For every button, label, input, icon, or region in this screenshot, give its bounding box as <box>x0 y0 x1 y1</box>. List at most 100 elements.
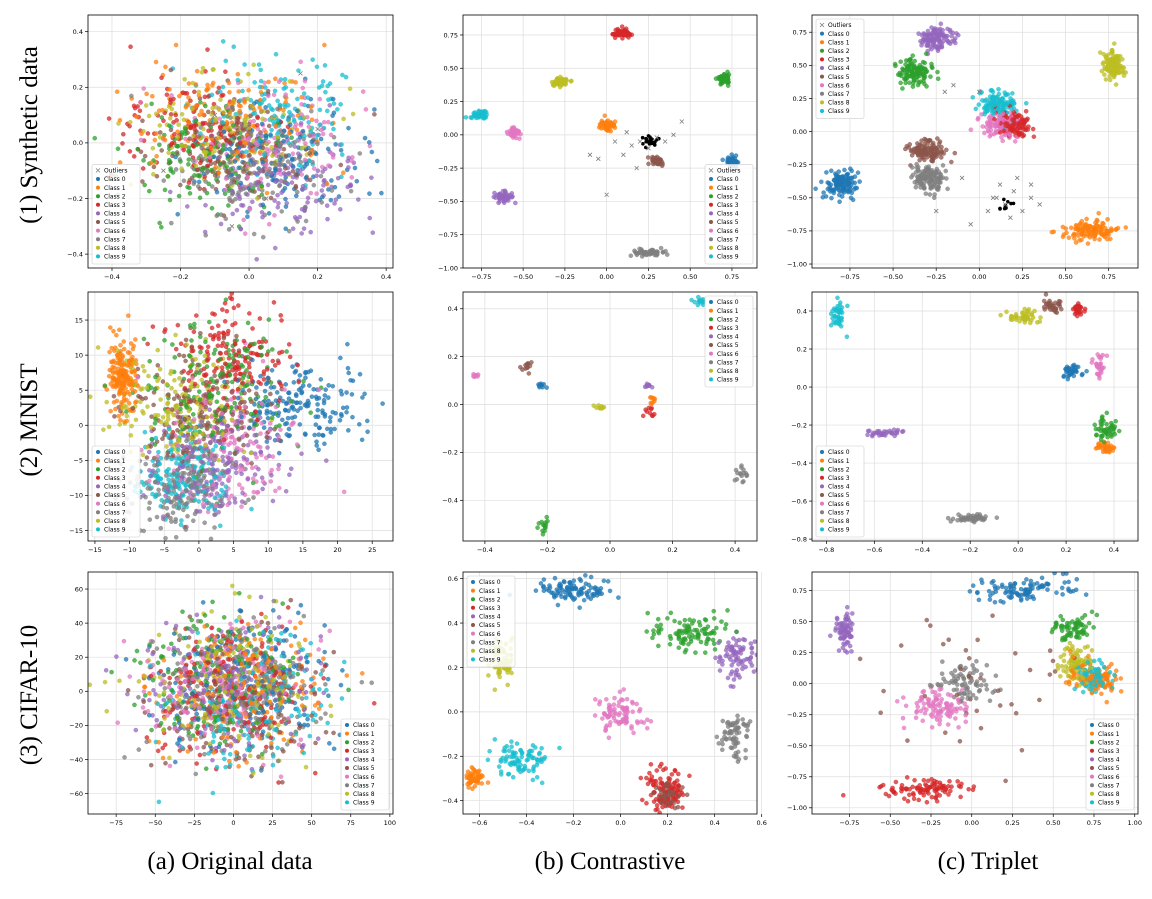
point-class-4 <box>509 191 515 196</box>
point-class-8 <box>299 145 305 151</box>
point-class-1 <box>309 147 315 153</box>
point-class-0 <box>330 383 336 389</box>
point-class-7 <box>143 461 148 467</box>
point-class-2 <box>170 342 175 347</box>
point-class-3 <box>1031 134 1037 139</box>
point-class-7 <box>309 108 314 114</box>
point-class-9 <box>471 110 477 116</box>
point-class-2 <box>198 334 203 340</box>
plot-frame <box>462 14 758 269</box>
point-class-1 <box>208 145 214 151</box>
point-class-6 <box>138 99 143 105</box>
x-tick-label: −0.25 <box>926 273 946 281</box>
point-class-3 <box>161 118 166 123</box>
outlier-point <box>315 126 320 132</box>
point-class-5 <box>645 155 651 160</box>
y-tick-label: 0.75 <box>793 29 807 37</box>
point-class-8 <box>158 397 163 402</box>
outlier-point <box>604 192 609 198</box>
point-class-0 <box>291 380 297 385</box>
point-class-8 <box>204 141 209 147</box>
point-class-6 <box>251 118 257 124</box>
point-class-9 <box>343 74 349 80</box>
point-class-0 <box>283 204 289 209</box>
point-class-4 <box>230 211 235 217</box>
point-class-9 <box>331 126 336 132</box>
point-class-3 <box>192 89 197 95</box>
point-class-2 <box>259 183 264 189</box>
point-class-2 <box>725 69 730 75</box>
point-class-6 <box>330 155 336 160</box>
point-class-7 <box>927 192 933 197</box>
point-class-7 <box>147 500 152 505</box>
point-class-8 <box>275 134 281 140</box>
point-class-2 <box>209 206 215 211</box>
point-class-7 <box>191 181 197 187</box>
point-class-2 <box>263 394 268 400</box>
point-class-4 <box>292 215 298 220</box>
point-class-7 <box>315 141 320 147</box>
point-class-1 <box>193 82 199 87</box>
point-class-7 <box>181 178 187 184</box>
point-class-1 <box>126 401 132 406</box>
point-class-7 <box>176 506 182 511</box>
point-class-9 <box>158 455 164 461</box>
point-class-1 <box>194 68 200 74</box>
point-class-9 <box>221 39 226 44</box>
y-tick-label: −0.50 <box>787 194 807 202</box>
point-class-9 <box>285 117 291 123</box>
point-class-7 <box>180 470 185 476</box>
point-class-1 <box>122 381 127 387</box>
point-class-8 <box>341 116 346 122</box>
point-class-1 <box>200 112 206 117</box>
point-class-6 <box>245 175 251 180</box>
point-class-7 <box>933 174 939 180</box>
point-class-4 <box>276 201 281 206</box>
point-class-0 <box>260 159 265 165</box>
point-class-4 <box>253 160 258 165</box>
point-class-2 <box>149 101 154 107</box>
point-class-7 <box>295 189 300 195</box>
point-class-7 <box>203 179 208 184</box>
point-class-5 <box>214 410 219 415</box>
point-class-2 <box>922 81 927 87</box>
legend-marker <box>820 83 824 88</box>
point-class-6 <box>349 175 355 180</box>
point-class-4 <box>238 226 243 232</box>
point-class-5 <box>194 129 199 134</box>
point-class-0 <box>264 402 269 408</box>
point-class-9 <box>286 103 291 108</box>
outlier-point <box>229 224 235 229</box>
point-class-2 <box>174 143 179 149</box>
point-class-9 <box>269 127 274 133</box>
point-class-4 <box>299 231 304 236</box>
point-class-3 <box>223 344 229 349</box>
point-class-5 <box>226 170 231 176</box>
point-class-6 <box>995 120 1000 125</box>
legend-marker <box>709 177 713 181</box>
point-class-6 <box>209 414 214 420</box>
point-class-0 <box>280 133 285 138</box>
y-tick-label: 0.25 <box>444 98 458 106</box>
point-class-8 <box>269 144 274 150</box>
point-class-1 <box>125 389 130 395</box>
outlier-point <box>298 71 303 76</box>
point-class-0 <box>350 414 355 420</box>
point-class-8 <box>150 145 156 151</box>
point-class-4 <box>245 192 250 197</box>
point-class-3 <box>236 303 241 308</box>
point-class-4 <box>276 462 282 468</box>
point-class-2 <box>266 317 272 322</box>
point-class-8 <box>229 417 235 422</box>
point-class-6 <box>266 139 271 145</box>
point-class-8 <box>142 368 147 374</box>
point-class-9 <box>198 131 203 136</box>
point-class-7 <box>276 154 282 160</box>
point-class-7 <box>161 178 166 183</box>
x-tick-label: 0 <box>197 546 201 554</box>
point-class-8 <box>158 419 164 425</box>
y-tick-label: 0.00 <box>793 128 807 136</box>
point-class-5 <box>234 119 239 124</box>
outlier-point <box>654 135 660 140</box>
point-class-2 <box>277 423 282 428</box>
